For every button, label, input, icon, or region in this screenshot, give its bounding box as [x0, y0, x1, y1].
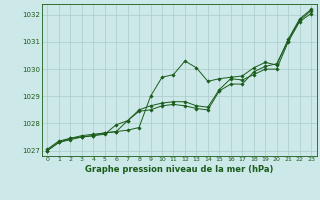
X-axis label: Graphe pression niveau de la mer (hPa): Graphe pression niveau de la mer (hPa)	[85, 165, 273, 174]
